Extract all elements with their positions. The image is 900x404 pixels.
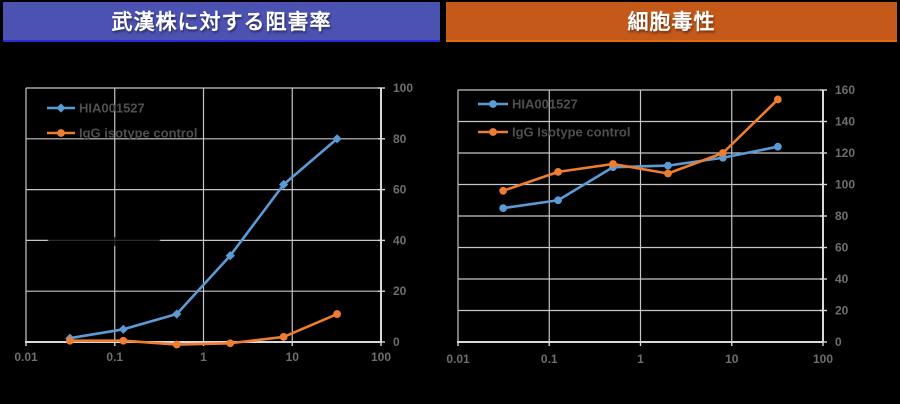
series-line-IgG-Isotype-control xyxy=(501,98,780,193)
x-axis-tick-label: 1 xyxy=(637,352,644,366)
data-point xyxy=(499,204,508,213)
data-point xyxy=(332,134,342,144)
y-axis-tick-label: 140 xyxy=(835,115,855,129)
legend-marker xyxy=(57,129,65,137)
y-axis-tick-label: 120 xyxy=(835,146,855,160)
data-point xyxy=(499,186,508,195)
y-axis-tick-label: 20 xyxy=(393,284,407,298)
cytotoxicity-chart: 0.01 0.1 1 10 100 0 20 40 60 80 100 120 140 160 HIA001… xyxy=(430,70,900,380)
data-point xyxy=(118,324,128,334)
legend-marker xyxy=(489,128,497,136)
series-line-IgG-isotype-control xyxy=(68,312,339,346)
y-axis-tick-label: 40 xyxy=(835,272,849,286)
left-panel-title-bar: 武漢株に対する阻害率 xyxy=(3,2,440,42)
y-axis-tick-label: 80 xyxy=(835,209,849,223)
y-axis-tick-label: 100 xyxy=(835,178,855,192)
data-point xyxy=(119,336,128,345)
data-point xyxy=(773,142,782,151)
data-point xyxy=(226,339,235,348)
faint-annotation xyxy=(48,237,160,246)
right-panel-title: 細胞毒性 xyxy=(627,11,716,34)
legend-label: HIA001527 xyxy=(512,97,578,112)
data-point xyxy=(279,333,288,341)
legend-label: HIA001527 xyxy=(79,101,145,116)
x-axis-tick-label: 0.1 xyxy=(106,350,123,364)
data-point xyxy=(664,161,672,170)
y-axis-tick-label: 80 xyxy=(393,132,407,146)
legend-label: IgG isotype control xyxy=(79,126,197,141)
data-point xyxy=(719,149,727,157)
data-point xyxy=(554,168,562,176)
y-axis-tick-label: 160 xyxy=(835,83,855,97)
y-axis-tick-label: 20 xyxy=(835,304,849,318)
legend-marker xyxy=(489,100,497,108)
legend-marker xyxy=(56,103,66,113)
x-axis-tick-label: 100 xyxy=(371,350,391,364)
x-axis-tick-label: 0.01 xyxy=(446,352,470,366)
chart-svg: 0.01 0.1 1 10 100020406080100120140160HIA001… xyxy=(446,83,855,366)
data-point xyxy=(554,196,562,205)
data-point xyxy=(66,336,74,345)
x-axis-tick-label: 1 xyxy=(200,350,207,364)
right-panel-title-bar: 細胞毒性 xyxy=(446,2,897,42)
y-axis-tick-label: 60 xyxy=(393,183,407,197)
legend-label: IgG Isotype control xyxy=(512,125,630,140)
data-point xyxy=(172,309,182,319)
inhibition-rate-chart: 0.01 0.1 1 10 100 0 20 40 60 80 100 HIA001527 IgG is… xyxy=(0,70,430,380)
data-point xyxy=(609,160,617,168)
y-axis-tick-label: 0 xyxy=(393,335,400,349)
x-axis-tick-label: 0.1 xyxy=(541,352,558,366)
data-point xyxy=(279,179,289,190)
series-line-HIA001527 xyxy=(68,137,339,340)
y-axis-tick-label: 100 xyxy=(393,81,413,95)
data-point xyxy=(664,169,672,178)
y-axis-tick-label: 60 xyxy=(835,241,849,255)
series-line-HIA001527 xyxy=(501,145,780,210)
data-point xyxy=(773,95,782,104)
y-axis-tick-label: 40 xyxy=(393,233,407,247)
x-axis-tick-label: 100 xyxy=(813,352,833,366)
x-axis-tick-label: 10 xyxy=(725,352,739,366)
x-axis-tick-label: 10 xyxy=(286,350,300,364)
data-point xyxy=(172,340,181,349)
data-point xyxy=(333,310,341,318)
left-panel-title: 武漢株に対する阻害率 xyxy=(111,11,332,34)
y-axis-tick-label: 0 xyxy=(835,335,842,349)
x-axis-tick-label: 0.01 xyxy=(14,350,38,364)
data-point xyxy=(225,251,235,261)
